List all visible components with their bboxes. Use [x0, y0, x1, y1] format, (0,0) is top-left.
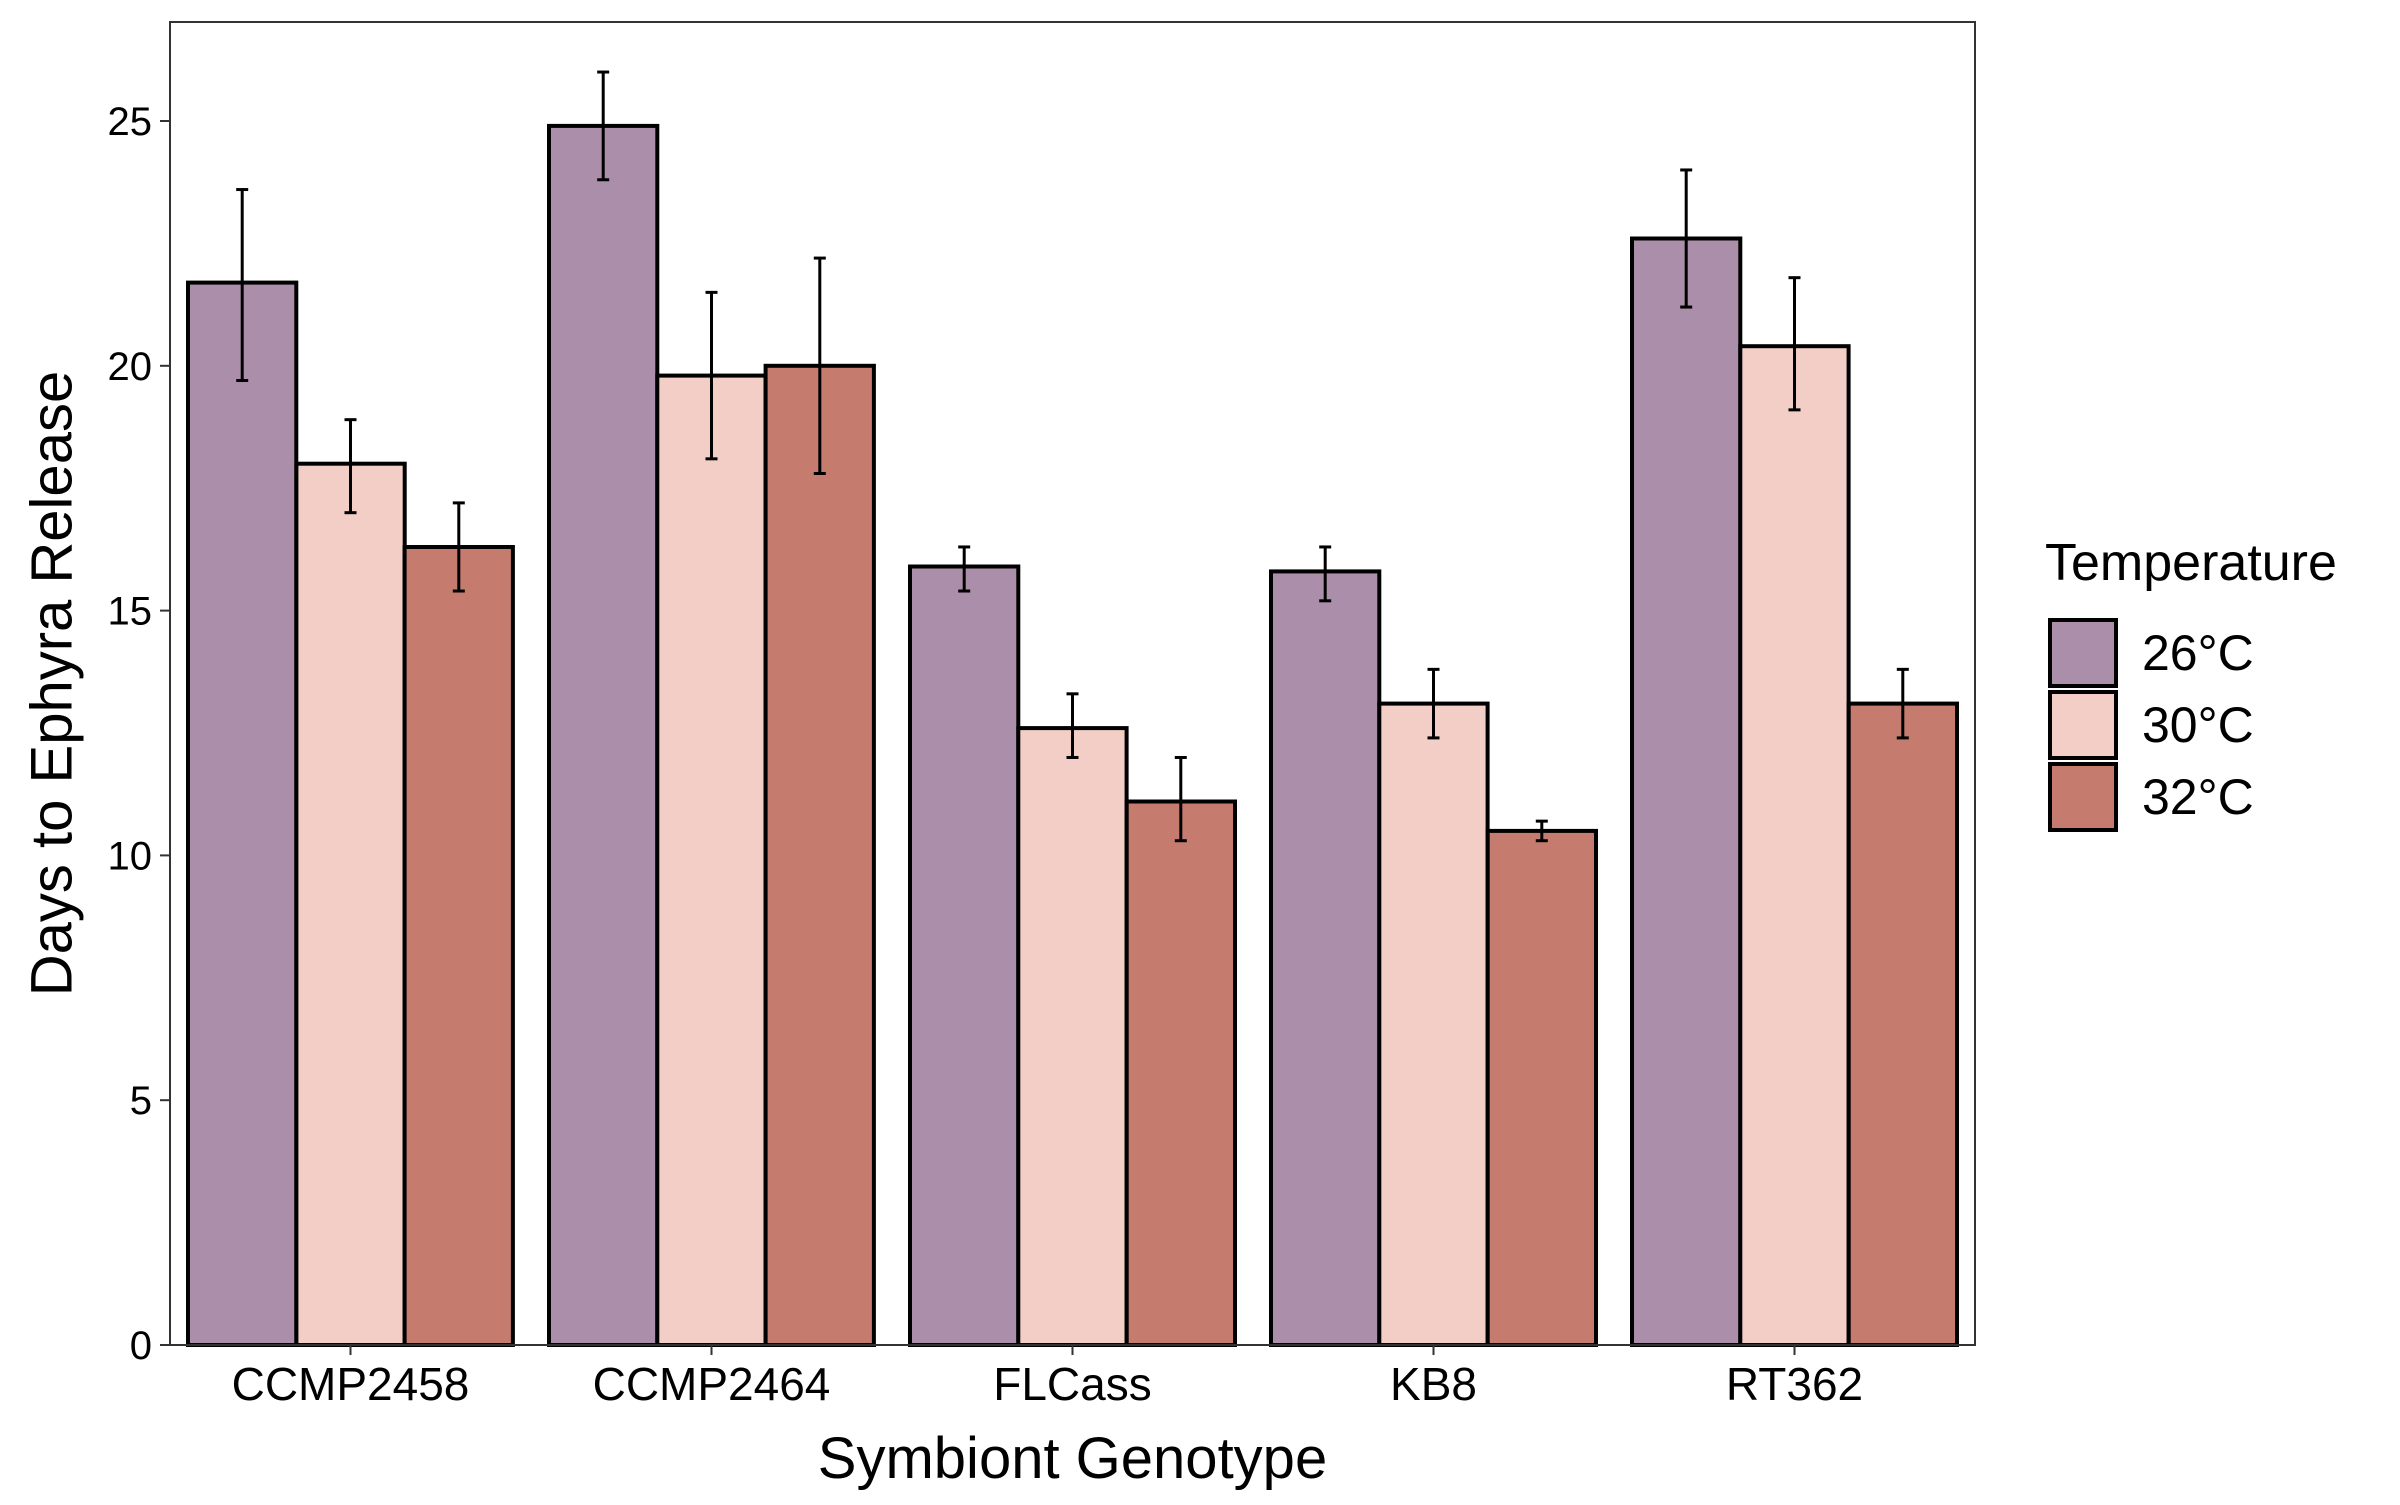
error-bar-RT362-32°C [1896, 667, 1909, 740]
bar-KB8-30°C [1377, 701, 1490, 1347]
bar-FLCass-30°C [1016, 726, 1129, 1347]
bar-FLCass-32°C [1124, 799, 1237, 1347]
error-bar-CCMP2464-32°C [813, 256, 826, 476]
bar-CCMP2458-26°C [186, 280, 299, 1348]
error-bar-CCMP2458-30°C [344, 418, 357, 515]
error-bar-RT362-30°C [1788, 276, 1801, 412]
bar-CCMP2464-30°C [655, 373, 768, 1348]
bar-CCMP2464-32°C [763, 363, 876, 1347]
error-bar-RT362-26°C [1680, 168, 1693, 309]
bar-CCMP2458-30°C [294, 461, 407, 1347]
legend-label: 32°C [2142, 769, 2254, 825]
error-bars-layer [236, 70, 1909, 843]
legend-label: 30°C [2142, 697, 2254, 753]
plot-panel-border [169, 21, 1976, 1346]
legend-swatch [2048, 690, 2118, 760]
error-bar-FLCass-32°C [1174, 755, 1187, 843]
bar-KB8-26°C [1269, 569, 1382, 1347]
x-tick-label: CCMP2458 [232, 1358, 470, 1410]
legend: Temperature 26°C 30°C 32°C [2045, 534, 2337, 832]
y-tick-label: 25 [108, 100, 153, 144]
y-tick-label: 0 [130, 1324, 152, 1368]
legend-items: 26°C 30°C 32°C [2048, 618, 2254, 832]
bars-layer [186, 123, 1959, 1348]
y-tick-label: 5 [130, 1079, 152, 1123]
legend-item-32°C: 32°C [2048, 762, 2254, 832]
legend-item-26°C: 26°C [2048, 618, 2254, 688]
y-tick-label: 10 [108, 834, 153, 878]
error-bar-KB8-30°C [1427, 667, 1440, 740]
error-bar-CCMP2464-26°C [597, 70, 610, 182]
error-bar-CCMP2464-30°C [705, 290, 718, 461]
bar-RT362-30°C [1738, 344, 1851, 1347]
x-tick-label: KB8 [1390, 1358, 1477, 1410]
x-axis-title: Symbiont Genotype [818, 1426, 1327, 1491]
error-bar-CCMP2458-26°C [236, 188, 249, 382]
legend-swatch [2048, 618, 2118, 688]
axis-layer: CCMP2458 CCMP2464 FLCass KB8 RT362 0 5 10 15 20 25 [108, 21, 1976, 1410]
y-tick-label: 15 [108, 590, 153, 634]
error-bar-KB8-32°C [1535, 819, 1548, 843]
x-tick-label: RT362 [1726, 1358, 1863, 1410]
y-axis-title: Days to Ephyra Release [20, 371, 85, 996]
bar-CCMP2458-32°C [402, 545, 515, 1347]
legend-swatch [2048, 762, 2118, 832]
bar-RT362-32°C [1846, 701, 1959, 1347]
legend-title: Temperature [2045, 534, 2337, 592]
bar-RT362-26°C [1630, 236, 1743, 1347]
error-bar-FLCass-30°C [1066, 692, 1079, 759]
y-tick-label: 20 [108, 345, 153, 389]
error-bar-CCMP2458-32°C [452, 501, 465, 593]
x-tick-label: FLCass [993, 1358, 1151, 1410]
bar-KB8-32°C [1485, 828, 1598, 1347]
bar-CCMP2464-26°C [547, 123, 660, 1347]
bar-FLCass-26°C [908, 564, 1021, 1347]
legend-item-30°C: 30°C [2048, 690, 2254, 760]
legend-label: 26°C [2142, 625, 2254, 681]
error-bar-KB8-26°C [1319, 545, 1332, 603]
error-bar-FLCass-26°C [958, 545, 971, 593]
x-tick-label: CCMP2464 [593, 1358, 831, 1410]
